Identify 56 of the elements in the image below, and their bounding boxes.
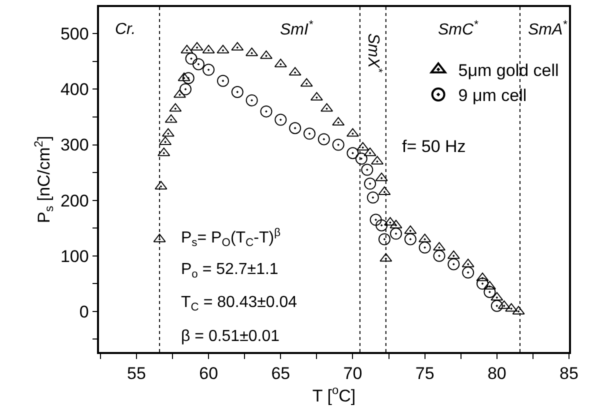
annotation: P$_{o}$ = 52.7±1.1 (181, 261, 278, 280)
point (180, 83, 192, 96)
point (318, 133, 330, 146)
point (364, 178, 376, 190)
point (192, 58, 204, 70)
x-tick-label: 60 (199, 364, 218, 384)
point (448, 258, 460, 270)
point (378, 233, 390, 246)
y-tick-label: 300 (60, 136, 89, 155)
point (182, 72, 194, 84)
point (355, 152, 368, 165)
annotation: SmC$^{*}$ (438, 19, 479, 39)
point (376, 219, 388, 232)
point (433, 250, 446, 262)
y-tick-label: 100 (60, 246, 89, 266)
legend-label: 5μm gold cell (458, 61, 559, 80)
point (370, 214, 382, 226)
point (390, 228, 402, 240)
x-tick-label: 85 (560, 364, 578, 384)
x-tick-label: 70 (343, 364, 362, 384)
point (346, 147, 359, 160)
point (332, 138, 344, 151)
y-tick-label: 200 (60, 191, 89, 210)
point (303, 128, 316, 140)
point (216, 74, 229, 87)
legend-label: 9 μm cell (458, 86, 527, 106)
x-tick-label: 65 (271, 364, 290, 384)
point (418, 242, 431, 254)
point (361, 164, 374, 176)
x-tick-label: 75 (415, 364, 434, 384)
annotation: SmA$^{*}$ (528, 19, 568, 39)
annotation: Cr. (115, 21, 136, 38)
point (274, 114, 287, 126)
point (404, 233, 416, 246)
point (366, 192, 379, 204)
point (185, 52, 198, 65)
point (246, 94, 258, 106)
y-tick-label: 0 (79, 302, 89, 322)
y-tick-label: 400 (60, 80, 89, 100)
point (484, 286, 496, 298)
point (231, 86, 244, 98)
x-axis-title: T [$^{o}$C] (312, 383, 356, 406)
y-tick-label: 500 (60, 24, 89, 44)
point (476, 278, 488, 290)
annotation: P$_{s}$= P$_{O}$(T$_{C}$-T)$^{β}$ (181, 227, 281, 250)
point (260, 105, 272, 118)
point (462, 266, 474, 279)
x-tick-label: 55 (127, 364, 146, 384)
annotation: β = 0.51±0.01 (181, 328, 280, 345)
x-tick-label: 80 (487, 364, 506, 384)
annotation: f= 50 Hz (402, 137, 466, 156)
annotation: T$_{C}$ = 80.43±0.04 (181, 294, 298, 314)
point (289, 122, 302, 134)
point (202, 64, 215, 76)
point (490, 300, 503, 312)
annotation: SmI$^{*}$ (280, 19, 314, 39)
